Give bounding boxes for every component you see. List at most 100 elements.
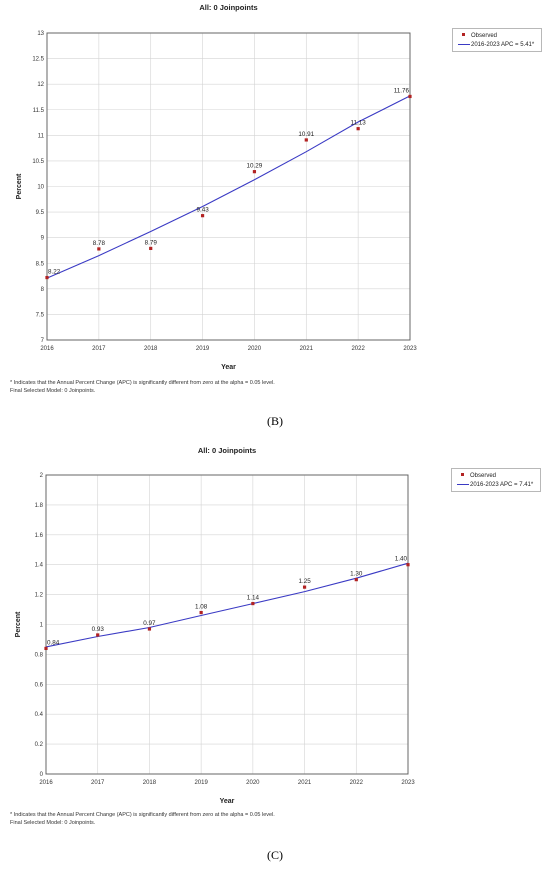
x-axis-label: Year <box>221 364 236 371</box>
x-axis-label: Year <box>220 798 235 805</box>
data-label: 8.78 <box>93 240 106 247</box>
footnote-apc: * Indicates that the Annual Percent Chan… <box>10 380 275 386</box>
data-point <box>200 214 205 218</box>
data-point <box>45 275 49 280</box>
data-point <box>97 247 101 251</box>
y-tick-label: 11.5 <box>33 108 45 114</box>
x-tick-label: 2019 <box>194 780 208 786</box>
y-tick-label: 12 <box>37 82 44 88</box>
plot-border <box>45 474 409 775</box>
footnote-model: Final Selected Model: 0 Joinpoints. <box>10 820 96 826</box>
legend-item-fit: 2016-2023 APC = 7.41* <box>456 480 536 489</box>
y-tick-label: 10.5 <box>32 159 44 165</box>
fit-line <box>45 562 409 648</box>
data-point <box>408 94 412 99</box>
chart-title: All: 0 Joinpoints <box>199 3 257 12</box>
data-point <box>252 170 257 174</box>
caption-b: (B) <box>267 414 283 428</box>
x-tick-label: 2020 <box>248 346 262 352</box>
data-label: 8.22 <box>48 269 61 276</box>
y-tick-label: 8 <box>41 287 45 293</box>
data-point <box>149 246 153 251</box>
legend-item-observed: Observed <box>456 471 536 480</box>
observed-marker-icon <box>456 471 470 480</box>
data-label: 1.30 <box>350 571 363 578</box>
fit-line-icon <box>457 40 471 49</box>
x-tick-label: 2023 <box>403 346 417 352</box>
x-tick-label: 2021 <box>300 346 314 352</box>
x-tick-label: 2016 <box>39 780 53 786</box>
legend-panel-b: Observed 2016-2023 APC = 5.41* <box>452 28 542 52</box>
footnote-model: Final Selected Model: 0 Joinpoints. <box>10 388 96 394</box>
data-label: 0.84 <box>47 639 60 646</box>
y-tick-label: 12.5 <box>32 57 44 63</box>
y-tick-label: 8.5 <box>36 261 45 267</box>
observed-marker-icon <box>457 31 471 40</box>
data-point <box>354 578 358 582</box>
y-tick-label: 7.5 <box>36 312 45 318</box>
data-point <box>356 127 360 131</box>
chart-panel-c: All: 0 Joinpoints 0 0.2 0.4 0.6 0.8 1 1.2 1.4 1.6… <box>15 446 415 805</box>
data-point <box>406 563 410 567</box>
data-label: 11.76 <box>394 87 410 94</box>
legend-label-observed: Observed <box>471 32 498 39</box>
x-tick-label: 2022 <box>350 780 364 786</box>
y-tick-label: 0.2 <box>35 742 44 748</box>
data-point <box>199 610 203 615</box>
y-tick-label: 1.2 <box>35 593 44 599</box>
data-label: 1.40 <box>395 556 408 563</box>
data-point <box>304 138 308 142</box>
caption-c: (C) <box>267 848 283 862</box>
data-point <box>302 585 307 589</box>
data-label: 11.13 <box>350 120 366 127</box>
legend-panel-c: Observed 2016-2023 APC = 7.41* <box>451 468 541 492</box>
data-point <box>96 633 100 637</box>
legend-item-observed: Observed <box>457 31 537 40</box>
data-label: 0.93 <box>92 626 105 633</box>
y-tick-label: 10 <box>37 185 44 191</box>
y-tick-label: 13 <box>37 31 44 37</box>
x-tick-label: 2022 <box>351 346 365 352</box>
x-tick-label: 2023 <box>401 780 415 786</box>
y-tick-label: 1.4 <box>35 563 44 569</box>
data-label: 1.25 <box>298 578 311 585</box>
x-tick-label: 2019 <box>196 346 210 352</box>
y-axis-label: Percent <box>15 611 22 637</box>
x-tick-label: 2016 <box>40 346 54 352</box>
y-tick-label: 0.6 <box>35 682 44 688</box>
data-point <box>44 646 48 651</box>
x-tick-label: 2020 <box>246 780 260 786</box>
y-tick-label: 11 <box>38 133 45 139</box>
y-tick-label: 1.6 <box>35 533 44 539</box>
legend-label-observed: Observed <box>470 472 497 479</box>
y-axis-label: Percent <box>16 173 23 199</box>
plot-border <box>46 32 411 341</box>
y-tick-label: 0 <box>40 772 44 778</box>
data-label: 9.43 <box>196 207 209 214</box>
chart-title: All: 0 Joinpoints <box>198 446 256 455</box>
y-tick-label: 7 <box>41 338 45 344</box>
y-tick-label: 1 <box>40 623 44 629</box>
data-label: 0.97 <box>143 620 156 627</box>
y-tick-label: 9 <box>41 236 45 242</box>
data-point <box>147 627 152 631</box>
x-tick-label: 2017 <box>92 346 106 352</box>
data-label: 1.08 <box>195 604 208 611</box>
data-label: 10.91 <box>298 131 314 138</box>
y-tick-label: 2 <box>40 473 44 479</box>
chart-panel-b: All: 0 Joinpoints 7 7.5 8 8.5 9 9.5 10 10.5 11 11.… <box>16 3 417 371</box>
x-tick-label: 2018 <box>144 346 158 352</box>
x-tick-label: 2021 <box>298 780 312 786</box>
y-tick-label: 0.8 <box>35 652 44 658</box>
legend-label-fit: 2016-2023 APC = 5.41* <box>471 41 535 48</box>
fit-line <box>46 95 411 279</box>
data-label: 1.14 <box>247 595 260 602</box>
fit-line-icon <box>456 480 470 489</box>
legend-item-fit: 2016-2023 APC = 5.41* <box>457 40 537 49</box>
data-label: 10.29 <box>247 163 263 170</box>
y-tick-label: 0.4 <box>35 712 44 718</box>
data-point <box>251 601 255 606</box>
footnote-apc: * Indicates that the Annual Percent Chan… <box>10 812 275 818</box>
footnotes-panel-b: * Indicates that the Annual Percent Chan… <box>10 379 275 395</box>
footnotes-panel-c: * Indicates that the Annual Percent Chan… <box>10 811 275 827</box>
